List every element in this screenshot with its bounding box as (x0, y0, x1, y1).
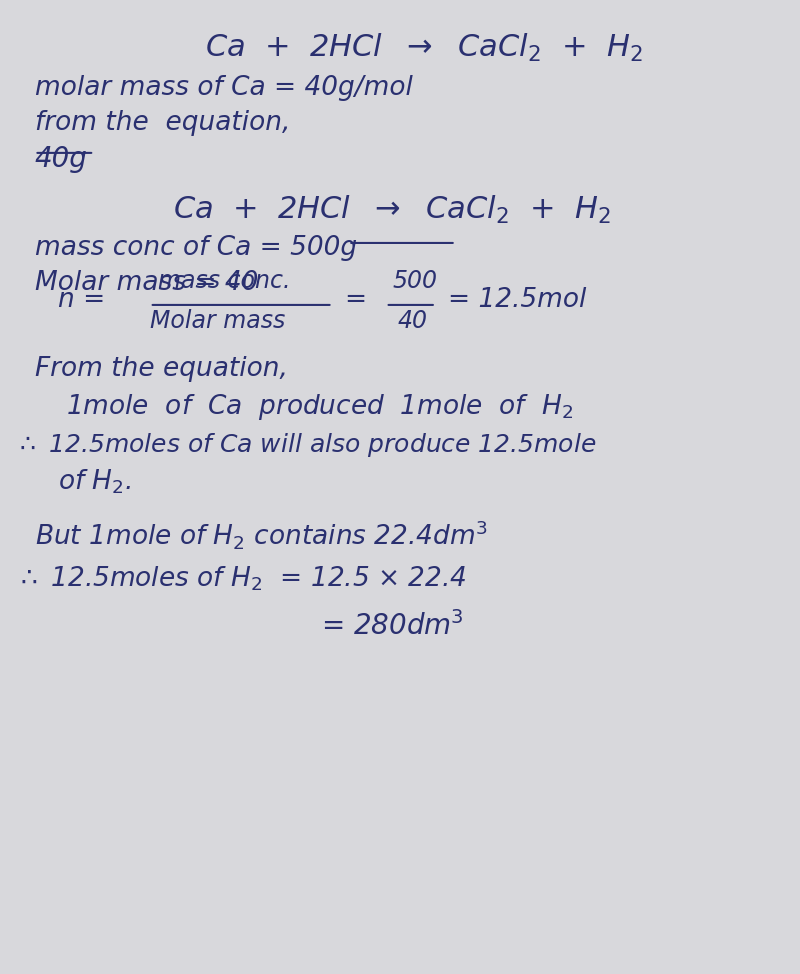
Text: $\therefore$ 12.5moles of H$_2$  = 12.5 $\times$ 22.4: $\therefore$ 12.5moles of H$_2$ = 12.5 $… (14, 565, 466, 593)
Text: n =: n = (58, 287, 106, 313)
Text: = 280dm$^3$: = 280dm$^3$ (321, 611, 463, 641)
Text: mass conc.: mass conc. (158, 270, 290, 293)
Text: $\therefore$ 12.5moles of Ca will also produce 12.5mole: $\therefore$ 12.5moles of Ca will also p… (14, 431, 596, 459)
Text: Molar mass: Molar mass (150, 309, 285, 333)
Text: mass conc of Ca = 500g: mass conc of Ca = 500g (34, 235, 357, 261)
Text: 40g: 40g (34, 145, 87, 173)
Text: From the equation,: From the equation, (34, 356, 287, 382)
Text: But 1mole of H$_2$ contains 22.4dm$^3$: But 1mole of H$_2$ contains 22.4dm$^3$ (34, 518, 487, 551)
Text: from the  equation,: from the equation, (34, 110, 290, 136)
Text: = 12.5mol: = 12.5mol (448, 287, 586, 313)
Text: 1mole  of  Ca  produced  1mole  of  H$_2$: 1mole of Ca produced 1mole of H$_2$ (66, 393, 574, 422)
Text: Ca  +  2HCl  $\rightarrow$  CaCl$_2$  +  H$_2$: Ca + 2HCl $\rightarrow$ CaCl$_2$ + H$_2$ (205, 32, 643, 64)
Text: molar mass of Ca = 40g/mol: molar mass of Ca = 40g/mol (34, 75, 413, 101)
Text: Ca  +  2HCl  $\rightarrow$  CaCl$_2$  +  H$_2$: Ca + 2HCl $\rightarrow$ CaCl$_2$ + H$_2$ (173, 194, 611, 226)
Text: 40: 40 (398, 309, 428, 333)
Text: of H$_2$.: of H$_2$. (58, 468, 132, 496)
Text: =: = (344, 287, 366, 313)
Text: Molar mass = 40: Molar mass = 40 (34, 270, 258, 296)
Text: 500: 500 (392, 270, 437, 293)
